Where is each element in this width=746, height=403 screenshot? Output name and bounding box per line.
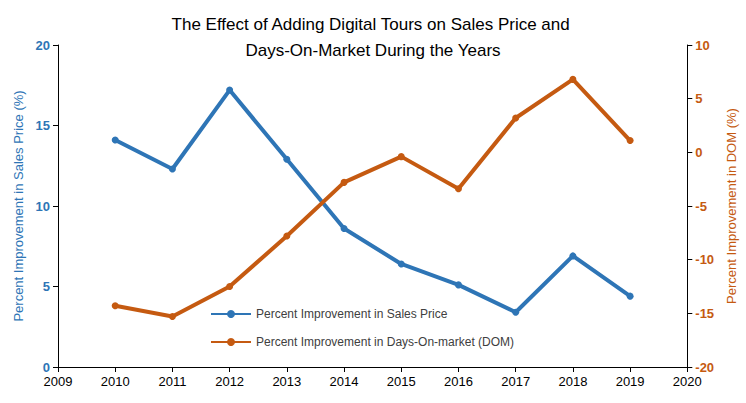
- svg-text:-20: -20: [695, 360, 714, 375]
- svg-text:2010: 2010: [101, 374, 130, 389]
- svg-text:Percent Improvement in Days-On: Percent Improvement in Days-On-market (D…: [256, 335, 514, 349]
- svg-text:2015: 2015: [387, 374, 416, 389]
- svg-text:2019: 2019: [616, 374, 645, 389]
- svg-text:5: 5: [43, 279, 50, 294]
- svg-text:-5: -5: [695, 199, 707, 214]
- svg-text:2017: 2017: [501, 374, 530, 389]
- svg-text:0: 0: [695, 145, 702, 160]
- svg-text:2016: 2016: [444, 374, 473, 389]
- svg-text:15: 15: [36, 118, 50, 133]
- svg-text:Percent Improvement in DOM (%): Percent Improvement in DOM (%): [724, 108, 739, 304]
- svg-text:2009: 2009: [44, 374, 73, 389]
- svg-text:-10: -10: [695, 252, 714, 267]
- svg-text:2013: 2013: [272, 374, 301, 389]
- svg-text:20: 20: [36, 38, 50, 53]
- svg-text:2018: 2018: [558, 374, 587, 389]
- svg-text:Percent Improvement in Sales P: Percent Improvement in Sales Price: [256, 307, 448, 321]
- svg-text:2020: 2020: [673, 374, 702, 389]
- svg-text:10: 10: [36, 199, 50, 214]
- svg-text:2011: 2011: [158, 374, 186, 389]
- svg-text:0: 0: [43, 360, 50, 375]
- svg-text:2014: 2014: [330, 374, 359, 389]
- svg-text:The Effect of Adding Digital T: The Effect of Adding Digital Tours on Sa…: [172, 15, 575, 34]
- svg-text:-15: -15: [695, 306, 714, 321]
- svg-text:5: 5: [695, 91, 702, 106]
- svg-text:2012: 2012: [215, 374, 244, 389]
- svg-text:10: 10: [695, 38, 709, 53]
- svg-text:Percent Improvement in Sales P: Percent Improvement in Sales Price (%): [11, 90, 26, 321]
- svg-text:Days-On-Market During the Year: Days-On-Market During the Years: [245, 41, 500, 60]
